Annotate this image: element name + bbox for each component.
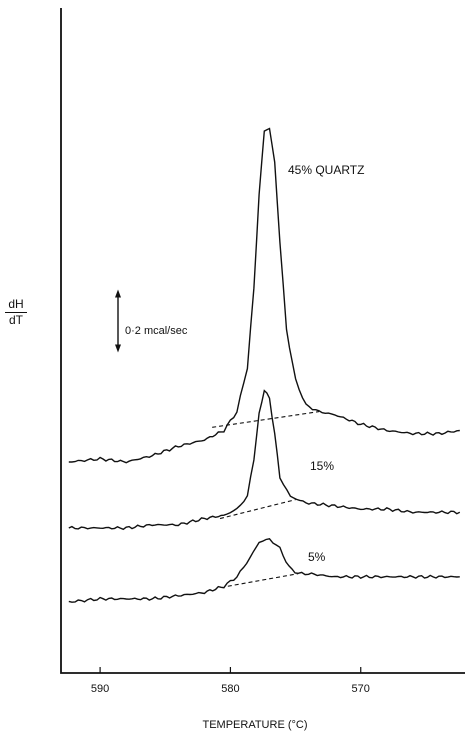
x-tick-label: 590 bbox=[91, 683, 109, 695]
y-axis-label-denominator: dT bbox=[8, 313, 23, 327]
baseline-dashed bbox=[219, 499, 296, 520]
baseline-dashed bbox=[212, 411, 320, 428]
y-axis-label: dH dT bbox=[5, 298, 27, 327]
series-label-5: 5% bbox=[308, 550, 326, 564]
x-ticks: 590 580 570 bbox=[91, 667, 370, 695]
x-axis-label: TEMPERATURE (°C) bbox=[202, 719, 307, 731]
arrow-up-icon bbox=[115, 289, 121, 298]
series-line bbox=[68, 538, 460, 603]
series-label-45-quartz: 45% QUARTZ bbox=[288, 163, 364, 177]
series-label-15: 15% bbox=[310, 459, 334, 473]
x-tick-label: 580 bbox=[221, 683, 239, 695]
scale-bar bbox=[115, 289, 121, 353]
y-axis-label-numerator: dH bbox=[5, 298, 27, 313]
x-tick-label: 570 bbox=[352, 683, 370, 695]
curves bbox=[68, 127, 461, 603]
plot-axes bbox=[60, 8, 465, 674]
arrow-down-icon bbox=[115, 344, 121, 353]
series-line bbox=[68, 389, 461, 531]
baseline-dashed bbox=[227, 573, 299, 587]
series-line bbox=[68, 127, 460, 464]
scale-bar-label: 0·2 mcal/sec bbox=[125, 325, 188, 337]
